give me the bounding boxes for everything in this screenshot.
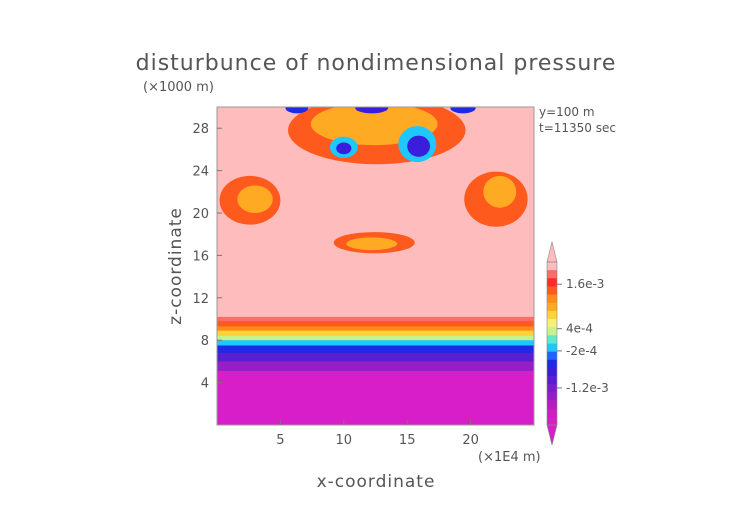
colorbar-min-arrow (546, 424, 558, 446)
y-ticks: 4 8 12 16 20 24 28 (192, 122, 222, 392)
colorbar-swatch (547, 262, 557, 271)
contour-region-top-low-left (285, 107, 309, 114)
y-tick-label: 4 (201, 377, 209, 392)
contour-region-band-3 (217, 330, 534, 338)
colorbar-swatch (547, 392, 557, 401)
colorbar-swatch (547, 278, 557, 287)
y-tick-label: 28 (192, 122, 209, 137)
x-ticks: 5 10 15 20 (276, 420, 479, 448)
colorbar-swatch (547, 351, 557, 361)
contour-region-right-blob-core (483, 175, 517, 208)
x-axis-title: x-coordinate (317, 472, 436, 492)
colorbar-swatch (547, 416, 557, 426)
colorbar-labels: 1.6e-3 4e-4 -2e-4 -1.2e-3 (557, 277, 609, 395)
colorbar-swatch (547, 343, 557, 352)
y-tick-label: 16 (192, 249, 209, 264)
contour-region-band-7 (217, 352, 534, 363)
contour-region-band-8 (217, 361, 534, 372)
y-tick-label: 8 (201, 334, 209, 349)
y-tick-label: 12 (192, 292, 209, 307)
x-tick-label: 20 (462, 433, 479, 448)
contour-region-top-low-mid (355, 107, 389, 114)
plot-area (216, 106, 535, 426)
x-tick-label: 15 (399, 433, 416, 448)
colorbar-frame (546, 261, 558, 426)
contour-region-right-low-2 (407, 135, 431, 157)
annotation-y: y=100 m (539, 105, 595, 119)
colorbar-swatch (547, 270, 557, 279)
colorbar-swatch (547, 286, 557, 295)
contour-region-band-6 (217, 345, 534, 354)
colorbar-swatch (547, 367, 557, 377)
colorbar-swatch (547, 376, 557, 385)
contour-region-band-5 (217, 340, 534, 347)
colorbar-swatch (547, 384, 557, 393)
colorbar-label: 1.6e-3 (566, 277, 604, 291)
contour-region-band-4 (217, 335, 534, 342)
y-tick-label: 20 (192, 207, 209, 222)
y-unit-label: (×1000 m) (143, 80, 214, 95)
colorbar-label: 4e-4 (566, 322, 593, 336)
colorbar-swatch (547, 294, 557, 304)
contour-region-left-low-2 (336, 142, 352, 155)
annotation-time: t=11350 sec (539, 121, 616, 135)
colorbar-swatch (547, 310, 557, 320)
y-axis-title: z-coordinate (166, 207, 186, 325)
x-tick-label: 5 (276, 433, 284, 448)
contour-region-left-blob-core (237, 185, 273, 213)
contour-region-mid-blob-core (346, 237, 398, 251)
colorbar-swatch (547, 327, 557, 336)
colorbar-label: -2e-4 (566, 344, 597, 358)
colorbar-label: -1.2e-3 (566, 381, 609, 395)
colorbar-swatch (547, 408, 557, 418)
colorbar-swatch (547, 319, 557, 328)
colorbar-swatch (547, 302, 557, 312)
colorbar-swatch (547, 359, 557, 369)
chart-title: disturbunce of nondimensional pressure (136, 51, 617, 76)
plot-frame (216, 106, 535, 426)
x-unit-label: (×1E4 m) (478, 450, 541, 465)
contour-region-top-low-right (450, 107, 476, 114)
x-tick-label: 10 (336, 433, 353, 448)
contour-region-band-9 (217, 370, 534, 425)
y-tick-label: 24 (192, 165, 209, 180)
colorbar-swatch (547, 400, 557, 409)
contour-fill (217, 107, 534, 425)
colorbar-swatch (547, 335, 557, 344)
contour-region-band-2 (217, 326, 534, 333)
colorbar-max-arrow (546, 241, 558, 263)
colorbar (546, 241, 558, 446)
